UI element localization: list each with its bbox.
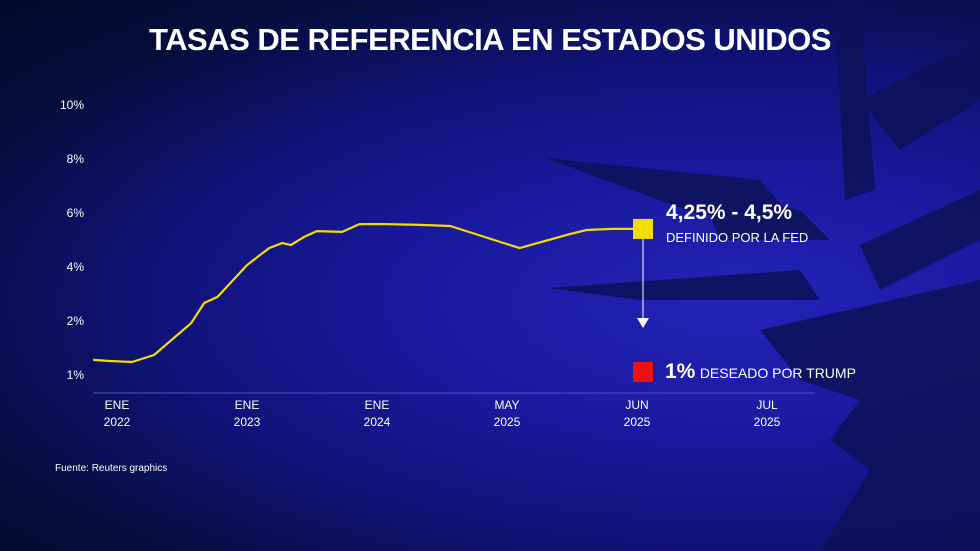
x-tick-month: ENE [235, 398, 260, 412]
y-tick-label: 10% [60, 98, 84, 112]
y-tick-label: 1% [67, 368, 85, 382]
x-tick-month: MAY [494, 398, 519, 412]
trump-rate-annotation: 1% DESEADO POR TRUMP [665, 360, 856, 384]
x-tick-year: 2022 [104, 415, 131, 429]
fed-rate-caption: DEFINIDO POR LA FED [666, 230, 809, 245]
source-note: Fuente: Reuters graphics [55, 463, 168, 474]
x-tick-year: 2023 [234, 415, 261, 429]
arrow-down-icon [637, 318, 649, 328]
x-tick-month: ENE [105, 398, 130, 412]
y-tick-label: 4% [67, 260, 85, 274]
x-tick-year: 2024 [364, 415, 391, 429]
y-tick-label: 8% [67, 152, 85, 166]
x-tick-month: ENE [365, 398, 390, 412]
fed-marker [633, 218, 653, 239]
trump-rate-caption: DESEADO POR TRUMP [699, 365, 856, 381]
x-tick-month: JUN [625, 398, 648, 412]
fed-rate-label: 4,25% - 4,5% [666, 201, 793, 224]
rate-line [93, 223, 637, 364]
trump-rate-label: 1% [665, 360, 696, 383]
trump-marker [633, 362, 653, 382]
chart-title: TASAS DE REFERENCIA EN ESTADOS UNIDOS [149, 22, 831, 57]
x-tick-month: JUL [756, 398, 778, 412]
x-tick-year: 2025 [494, 415, 521, 429]
y-tick-label: 2% [67, 314, 85, 328]
y-tick-label: 6% [67, 206, 85, 220]
x-tick-year: 2025 [624, 415, 651, 429]
x-tick-year: 2025 [754, 415, 781, 429]
